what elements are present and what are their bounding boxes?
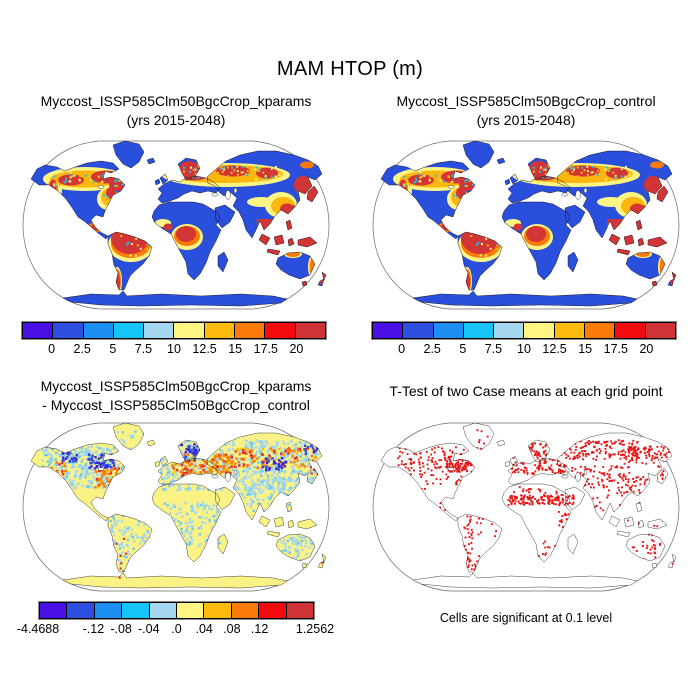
panel-title-bottom-right: T-Test of two Case means at each grid po…: [361, 382, 691, 401]
colorbar-cell: [82, 322, 113, 339]
colorbar-tick-label: 15: [228, 342, 243, 356]
colorbar-cell: [234, 322, 265, 339]
colorbar-tick-label: 2.5: [73, 342, 91, 356]
colorbar-tick-label: 5: [109, 342, 117, 356]
colorbar-cell: [584, 322, 615, 339]
colorbar-tick-label: 17.5: [253, 342, 278, 356]
colorbar-cell: [143, 322, 174, 339]
colorbar-difference: -4.4688 -.12 -.08 -.04 .0 .04 .08 .12 1.2562: [17, 601, 334, 637]
colorbar-cell: [523, 322, 554, 339]
colorbar-height-left: 0 2.5 5 7.5 10 12.5 15 17.5 20: [21, 321, 327, 357]
map-difference: [11, 415, 341, 599]
colorbar-tick-label: 0: [48, 342, 56, 356]
colorbar-cell: [372, 322, 403, 339]
panel-title-line1: Myccost_ISSP585Clm50BgcCrop_control: [396, 93, 656, 109]
colorbar-cell: [285, 602, 315, 619]
colorbar-cell: [264, 322, 295, 339]
figure-title: MAM HTOP (m): [276, 58, 424, 80]
colorbar-tick-labels: -4.4688 -.12 -.08 -.04 .0 .04 .08 .12 1.2562: [17, 622, 334, 637]
colorbar-cells: [371, 321, 677, 340]
panel-title-bottom-left: Myccost_ISSP585Clm50BgcCrop_kparams - My…: [11, 377, 341, 414]
colorbar-tick-label: .08: [223, 622, 241, 636]
colorbar-tick-label: 10: [167, 342, 181, 356]
colorbar-cell: [462, 322, 494, 339]
colorbar-tick-label: .04: [195, 622, 213, 636]
colorbar-tick-label: 10: [517, 342, 531, 356]
colorbar-tick-label: 7.5: [134, 342, 153, 356]
colorbar-cell: [402, 322, 433, 339]
colorbar-cell: [22, 322, 53, 339]
colorbar-height-right: 0 2.5 5 7.5 10 12.5 15 17.5 20: [371, 321, 677, 357]
colorbar-cell: [493, 322, 524, 339]
panel-title-line1: Myccost_ISSP585Clm50BgcCrop_kparams: [40, 93, 312, 109]
colorbar-cell: [112, 322, 144, 339]
panel-title-line2: (yrs 2015-2048): [126, 111, 226, 128]
panel-title-top-left: Myccost_ISSP585Clm50BgcCrop_kparams (yrs…: [11, 92, 341, 129]
colorbar-tick-labels: 0 2.5 5 7.5 10 12.5 15 17.5 20: [21, 342, 327, 357]
colorbar-tick-label: 15: [578, 342, 593, 356]
significance-caption: Cells are significant at 0.1 level: [439, 611, 613, 625]
colorbar-cell: [173, 322, 204, 339]
colorbar-cell: [148, 602, 177, 619]
map-control: [361, 133, 691, 317]
colorbar-cell: [66, 602, 94, 619]
colorbar-cell: [93, 602, 122, 619]
colorbar-cell: [258, 602, 286, 619]
colorbar-cell: [294, 322, 326, 339]
colorbar-cell: [614, 322, 645, 339]
ttest-title: T-Test of two Case means at each grid po…: [389, 383, 663, 399]
colorbar-tick-label: 5: [459, 342, 467, 356]
map-kparams: [11, 133, 341, 317]
colorbar-cell: [52, 322, 83, 339]
colorbar-tick-labels: 0 2.5 5 7.5 10 12.5 15 17.5 20: [371, 342, 677, 357]
colorbar-cell: [203, 322, 235, 339]
panel-title-line1: Myccost_ISSP585Clm50BgcCrop_kparams: [40, 378, 312, 394]
colorbar-tick-label: -4.4688: [16, 622, 60, 636]
colorbar-cell: [553, 322, 585, 339]
colorbar-cell: [230, 602, 259, 619]
colorbar-tick-label: 12.5: [192, 342, 217, 356]
colorbar-cells: [38, 601, 315, 620]
colorbar-tick-label: 1.2562: [295, 622, 335, 636]
map-ttest: [361, 415, 691, 599]
colorbar-tick-label: 7.5: [484, 342, 503, 356]
panel-title-top-right: Myccost_ISSP585Clm50BgcCrop_control (yrs…: [361, 92, 691, 129]
colorbar-cell: [203, 602, 231, 619]
colorbar-tick-label: 20: [639, 342, 654, 356]
colorbar-cells: [21, 321, 327, 340]
colorbar-tick-label: -.08: [110, 622, 132, 636]
colorbar-cell: [176, 602, 204, 619]
panel-title-line2: (yrs 2015-2048): [476, 111, 576, 128]
colorbar-tick-label: 0: [398, 342, 406, 356]
colorbar-tick-label: 2.5: [423, 342, 441, 356]
panel-title-line2: - Myccost_ISSP585Clm50BgcCrop_control: [42, 396, 310, 413]
colorbar-cell: [644, 322, 676, 339]
colorbar-cell: [39, 602, 67, 619]
colorbar-tick-label: -.12: [82, 622, 105, 636]
colorbar-tick-label: 20: [289, 342, 304, 356]
colorbar-cell: [432, 322, 463, 339]
colorbar-tick-label: .12: [250, 622, 269, 636]
colorbar-tick-label: 17.5: [603, 342, 628, 356]
colorbar-tick-label: 12.5: [542, 342, 567, 356]
colorbar-tick-label: -.04: [138, 622, 160, 636]
colorbar-cell: [121, 602, 149, 619]
colorbar-tick-label: .0: [171, 622, 182, 636]
